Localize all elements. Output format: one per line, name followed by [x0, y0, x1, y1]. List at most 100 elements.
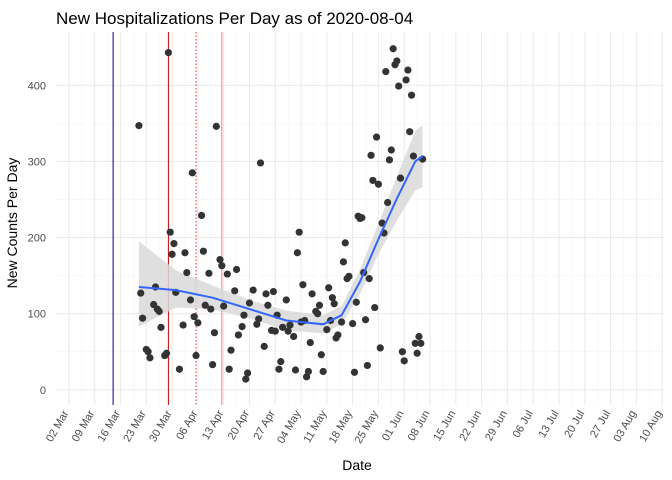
- data-point: [304, 367, 313, 376]
- data-point: [223, 270, 231, 278]
- data-point: [168, 250, 176, 258]
- y-tick-label: 100: [28, 309, 46, 321]
- data-point: [135, 122, 143, 130]
- data-point: [293, 249, 301, 257]
- data-point: [245, 299, 254, 307]
- data-point: [260, 342, 268, 350]
- data-point: [315, 301, 324, 309]
- data-point: [384, 198, 392, 207]
- data-point: [275, 365, 283, 373]
- data-point: [255, 315, 263, 323]
- data-point: [286, 321, 294, 329]
- data-point: [209, 361, 217, 369]
- data-point: [231, 287, 239, 295]
- x-tick-label: 15 Jun: [431, 409, 458, 444]
- data-point: [264, 301, 272, 309]
- data-point: [192, 351, 200, 360]
- data-point: [295, 228, 303, 236]
- data-point: [218, 262, 226, 270]
- confidence-band: [138, 124, 423, 334]
- data-point: [205, 269, 213, 277]
- x-tick-label: 01 Jun: [380, 409, 407, 444]
- data-point: [387, 146, 395, 154]
- data-point: [175, 365, 184, 373]
- data-point: [227, 346, 235, 354]
- data-point: [299, 281, 307, 289]
- y-axis-title: New Counts Per Day: [4, 158, 20, 289]
- data-point: [314, 310, 322, 318]
- x-tick-label: 23 Mar: [121, 408, 149, 444]
- data-point: [138, 314, 147, 322]
- data-point: [271, 327, 279, 335]
- data-point: [374, 180, 383, 188]
- x-tick-label: 11 May: [301, 408, 329, 445]
- data-point: [201, 301, 209, 309]
- data-point: [409, 152, 418, 160]
- data-point: [220, 302, 228, 310]
- data-point: [413, 349, 421, 357]
- x-tick-label: 09 Mar: [70, 408, 98, 444]
- data-point: [190, 313, 198, 321]
- data-point: [277, 358, 285, 366]
- data-point: [325, 284, 333, 292]
- x-tick-label: 10 Aug: [637, 409, 665, 445]
- data-point: [369, 176, 377, 185]
- data-point: [234, 331, 242, 339]
- data-point: [358, 214, 366, 222]
- data-point: [212, 122, 220, 130]
- data-point: [398, 348, 406, 356]
- y-tick-label: 0: [40, 385, 46, 397]
- x-tick-label: 20 Apr: [226, 408, 252, 442]
- data-point: [372, 133, 381, 141]
- data-point: [306, 338, 314, 347]
- data-point: [269, 287, 278, 296]
- x-tick-label: 25 May: [353, 408, 382, 446]
- x-tick-label: 27 Jul: [588, 409, 613, 440]
- data-point: [242, 375, 250, 383]
- data-point: [361, 316, 370, 324]
- x-tick-label: 29 Jun: [483, 408, 510, 443]
- x-tick-label: 30 Mar: [147, 408, 175, 444]
- y-tick-label: 300: [28, 156, 46, 168]
- data-point: [339, 258, 348, 266]
- data-point: [179, 321, 187, 329]
- data-point: [352, 298, 360, 306]
- x-tick-label: 13 Jul: [537, 409, 562, 440]
- data-point: [415, 332, 423, 341]
- data-point: [199, 247, 207, 255]
- data-point: [407, 91, 416, 99]
- data-point: [328, 294, 336, 302]
- data-point: [144, 348, 152, 356]
- data-point: [389, 45, 397, 53]
- x-tick-label: 03 Aug: [611, 409, 639, 445]
- data-point: [337, 318, 346, 326]
- data-point: [400, 357, 408, 365]
- x-axis-title: Date: [342, 457, 372, 473]
- data-point: [396, 174, 405, 182]
- x-tick-label: 16 Mar: [96, 408, 124, 444]
- x-tick-label: 27 Apr: [252, 408, 278, 442]
- data-point: [262, 290, 270, 298]
- x-tick-label: 02 Mar: [44, 408, 72, 444]
- data-point: [345, 272, 353, 280]
- chart-title: New Hospitalizations Per Day as of 2020-…: [56, 9, 413, 28]
- data-point: [363, 361, 371, 370]
- x-tick-label: 18 May: [327, 408, 356, 446]
- data-point: [376, 344, 384, 352]
- data-point: [341, 239, 349, 247]
- data-point: [155, 307, 163, 315]
- data-point: [232, 265, 241, 274]
- data-point: [385, 156, 394, 164]
- data-point: [162, 349, 171, 357]
- y-tick-label: 200: [28, 233, 46, 245]
- data-point: [291, 366, 300, 374]
- smooth-trend-line: [138, 155, 424, 326]
- data-point: [290, 332, 298, 341]
- data-point: [240, 311, 248, 319]
- data-point: [319, 367, 327, 376]
- x-tick-label: 08 Jun: [406, 409, 433, 444]
- data-point: [402, 76, 410, 84]
- data-point: [244, 369, 252, 377]
